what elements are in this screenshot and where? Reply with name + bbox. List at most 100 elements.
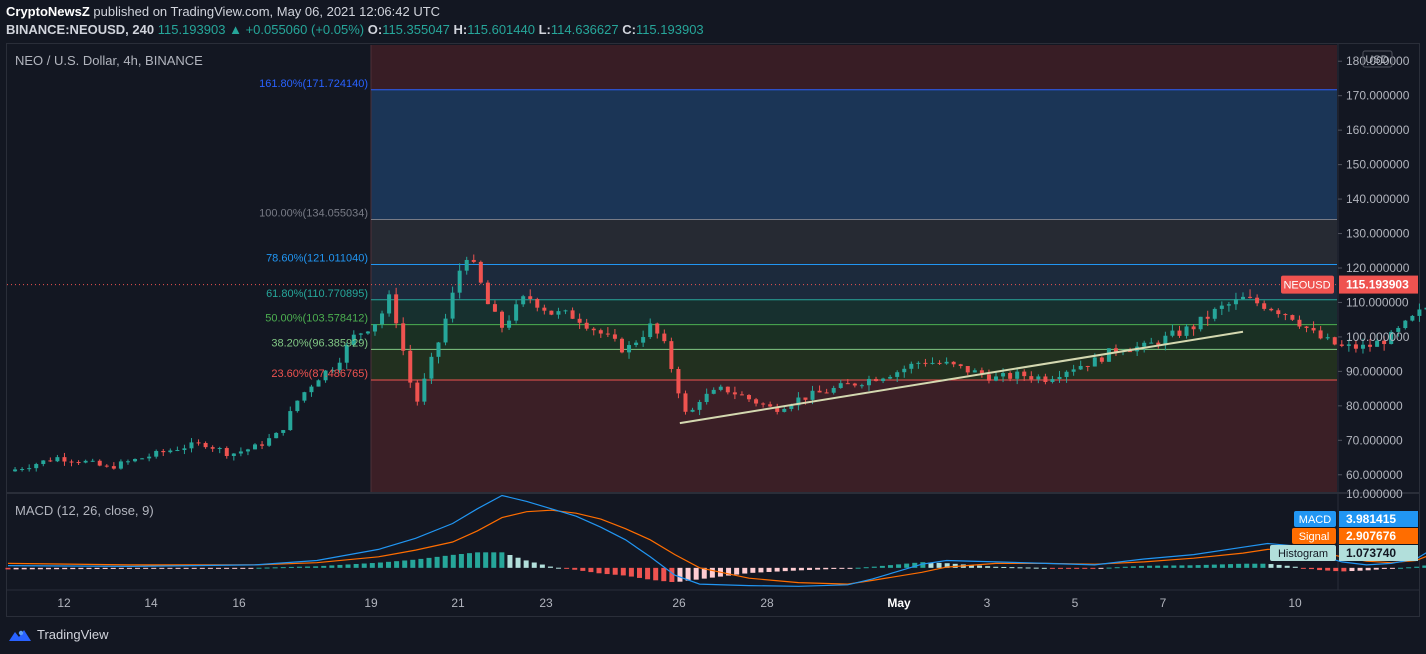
candle-body bbox=[619, 338, 624, 353]
candle-body bbox=[1226, 304, 1231, 306]
candle-body bbox=[1318, 330, 1323, 339]
histogram-bar bbox=[1203, 564, 1209, 568]
publisher-name[interactable]: CryptoNewsZ bbox=[6, 4, 90, 19]
price-axis: 180.000000 170.000000 160.000000 150.000000… bbox=[1338, 50, 1410, 501]
histogram-bar bbox=[499, 552, 505, 568]
histogram-bar bbox=[952, 563, 958, 568]
candle-body bbox=[147, 456, 152, 459]
histogram-bar bbox=[887, 565, 893, 568]
x-tick-label: 28 bbox=[760, 596, 774, 610]
y-tick-label: 90.000000 bbox=[1346, 364, 1403, 378]
x-tick-label: 7 bbox=[1160, 596, 1167, 610]
candle-body bbox=[754, 399, 759, 404]
candle-body bbox=[1064, 371, 1069, 377]
y-tick-label: 170.000000 bbox=[1346, 89, 1410, 103]
macd-tag-value-bg bbox=[1339, 528, 1418, 544]
candle-body bbox=[1177, 330, 1182, 336]
symbol-tag-bg bbox=[1281, 275, 1334, 294]
candle-body bbox=[1248, 296, 1253, 298]
candle-body bbox=[13, 469, 18, 472]
candle-body bbox=[796, 397, 801, 406]
candle-body bbox=[916, 362, 921, 364]
histogram-bar bbox=[280, 567, 286, 569]
candle-body bbox=[111, 466, 116, 469]
candle-body bbox=[1403, 320, 1408, 329]
histogram-bar bbox=[661, 567, 667, 582]
candle-body bbox=[1304, 326, 1309, 328]
histogram-bar bbox=[871, 566, 877, 568]
candle-body bbox=[1353, 344, 1358, 349]
candle-body bbox=[1113, 348, 1118, 352]
candle-body bbox=[408, 350, 413, 383]
candle-body bbox=[500, 311, 504, 328]
histogram-bar bbox=[288, 566, 294, 568]
histogram-bar bbox=[110, 567, 116, 569]
candle-body bbox=[507, 320, 512, 328]
macd-tag-value-bg bbox=[1339, 545, 1418, 561]
histogram-bar bbox=[815, 567, 821, 570]
histogram-bar bbox=[337, 564, 343, 568]
candle-body bbox=[415, 382, 420, 402]
candle-body bbox=[690, 409, 695, 412]
histogram-bar bbox=[1138, 565, 1144, 568]
candle-body bbox=[810, 390, 815, 400]
symbol-info-bar: BINANCE:NEOUSD, 240 115.193903 ▲ +0.0550… bbox=[6, 22, 704, 37]
candle-body bbox=[521, 296, 526, 305]
y-tick-label: 70.000000 bbox=[1346, 433, 1403, 447]
histogram-bar bbox=[1365, 567, 1371, 571]
candle-body bbox=[1008, 373, 1013, 379]
histogram-bar bbox=[86, 567, 92, 570]
histogram-bar bbox=[531, 562, 537, 568]
histogram-bar bbox=[701, 567, 707, 579]
candle-body bbox=[598, 330, 603, 334]
x-tick-label: 26 bbox=[672, 596, 686, 610]
candle-body bbox=[443, 318, 448, 343]
symbol-tag: NEOUSD bbox=[1283, 280, 1330, 292]
histogram-bar bbox=[1171, 565, 1177, 568]
open-value: 115.355047 bbox=[382, 22, 450, 37]
candle-body bbox=[570, 310, 575, 319]
candle-body bbox=[175, 450, 180, 452]
histogram-bar bbox=[920, 562, 926, 568]
candle-body bbox=[1290, 315, 1295, 320]
candle-body bbox=[436, 342, 441, 357]
histogram-bar bbox=[1276, 564, 1282, 568]
price-change: +0.055060 (+0.05%) bbox=[245, 22, 365, 37]
candle-body bbox=[1311, 327, 1316, 331]
histogram-bar bbox=[1381, 567, 1387, 569]
candle-body bbox=[739, 394, 744, 396]
candle-body bbox=[747, 395, 751, 400]
candle-body bbox=[704, 393, 709, 402]
histogram-bar bbox=[734, 567, 740, 575]
histogram-bar bbox=[912, 562, 918, 568]
histogram-bar bbox=[37, 567, 43, 570]
histogram-bar bbox=[1122, 566, 1128, 568]
candle-body bbox=[1015, 371, 1020, 379]
candle-body bbox=[62, 457, 67, 462]
histogram-bar bbox=[1033, 567, 1039, 569]
candle-body bbox=[965, 366, 970, 373]
histogram-bar bbox=[1187, 565, 1193, 568]
y-tick-label: 150.000000 bbox=[1346, 158, 1410, 172]
candle-body bbox=[669, 341, 674, 369]
candle-body bbox=[711, 389, 716, 394]
candle-body bbox=[584, 322, 589, 329]
histogram-bar bbox=[879, 565, 885, 568]
macd-tag-value-bg bbox=[1339, 511, 1418, 527]
candle-body bbox=[203, 442, 208, 448]
candle-body bbox=[309, 386, 314, 393]
candle-body bbox=[824, 392, 829, 394]
histogram-bar bbox=[1066, 567, 1072, 569]
histogram-bar bbox=[1211, 564, 1217, 568]
candle-body bbox=[358, 333, 363, 335]
candle-body bbox=[1205, 316, 1210, 319]
histogram-bar bbox=[386, 561, 392, 568]
histogram-bar bbox=[547, 566, 553, 568]
macd-title: MACD (12, 26, close, 9) bbox=[15, 503, 154, 518]
candle-body bbox=[281, 430, 286, 433]
tradingview-brand[interactable]: TradingView bbox=[37, 627, 109, 642]
chart-frame[interactable] bbox=[6, 43, 1420, 617]
triangle-up-icon: ▲ bbox=[229, 22, 242, 37]
candle-body bbox=[1043, 376, 1048, 382]
